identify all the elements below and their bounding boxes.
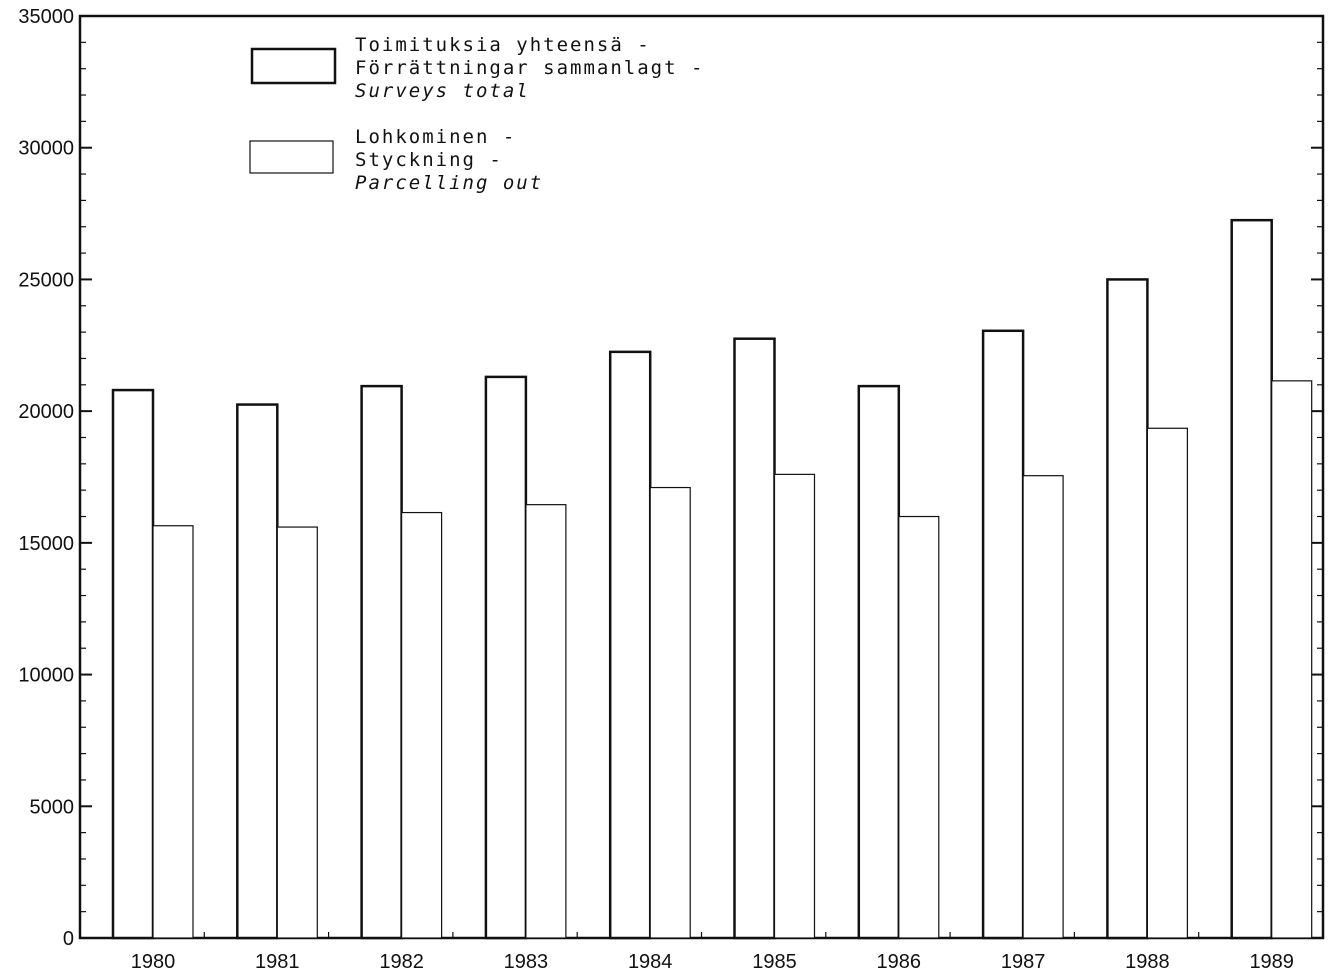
bar-surveys-total: [857, 384, 901, 940]
bar-parcelling-out: [773, 473, 816, 939]
bar-surveys-total: [484, 375, 528, 940]
legend-label-parcelling-out-line3: Parcelling out: [355, 172, 543, 194]
bar-parcelling-out: [1022, 475, 1064, 939]
bar-parcelling-out: [525, 504, 567, 939]
x-tick-label: 1986: [877, 951, 922, 973]
legend: Toimituksia yhteensä - Förrättningar sam…: [249, 34, 704, 194]
legend-label-parcelling-out-line2: Styckning -: [355, 149, 503, 171]
x-tick-label: 1981: [255, 951, 300, 973]
bar-surveys-total: [236, 403, 279, 940]
legend-label-parcelling-out-line1: Lohkominen -: [355, 126, 516, 148]
bar-parcelling-out: [401, 511, 443, 939]
bars: [111, 218, 1313, 940]
bar-surveys-total: [1230, 218, 1273, 940]
legend-swatch-parcelling-out: [249, 140, 334, 174]
y-tick-label: 25000: [18, 269, 74, 291]
y-tick-label: 35000: [18, 6, 74, 28]
x-tick-label: 1982: [379, 951, 424, 973]
bar-surveys-total: [608, 350, 652, 940]
legend-swatch-surveys-total: [250, 47, 337, 85]
bar-parcelling-out: [152, 525, 194, 939]
bar-surveys-total: [733, 337, 776, 940]
x-tick-label: 1987: [1001, 951, 1046, 973]
y-tick-label: 0: [63, 928, 74, 950]
x-tick-label: 1985: [752, 951, 797, 973]
y-tick-label: 5000: [30, 796, 75, 818]
bar-surveys-total: [360, 384, 403, 940]
bar-surveys-total: [111, 388, 155, 940]
bar-parcelling-out: [1146, 427, 1189, 939]
x-tick-label: 1989: [1249, 951, 1294, 973]
bar-surveys-total: [981, 329, 1025, 940]
bar-parcelling-out: [649, 486, 691, 939]
x-tick-label: 1980: [131, 951, 176, 973]
legend-label-surveys-total-line1: Toimituksia yhteensä -: [355, 34, 651, 56]
x-tick-label: 1988: [1125, 951, 1170, 973]
x-tick-label: 1984: [628, 951, 673, 973]
bar-parcelling-out: [276, 526, 318, 939]
bar-parcelling-out: [898, 515, 940, 939]
bar-surveys-total: [1106, 278, 1149, 940]
y-tick-label: 20000: [18, 401, 74, 423]
y-tick-label: 15000: [18, 533, 74, 555]
legend-label-surveys-total-line3: Surveys total: [355, 80, 530, 102]
x-axis: 1980 1981 1982 1983 1984 1985 1986 1987 1988 1989: [79, 932, 1294, 973]
x-tick-label: 1983: [504, 951, 549, 973]
y-tick-label: 30000: [18, 138, 74, 160]
bar-parcelling-out: [1271, 380, 1313, 939]
y-axis: 0 5000 10000 15000 20000 25000 30000 35000: [18, 6, 1323, 950]
y-tick-label: 10000: [18, 665, 74, 687]
legend-label-surveys-total-line2: Förrättningar sammanlagt -: [355, 57, 704, 79]
